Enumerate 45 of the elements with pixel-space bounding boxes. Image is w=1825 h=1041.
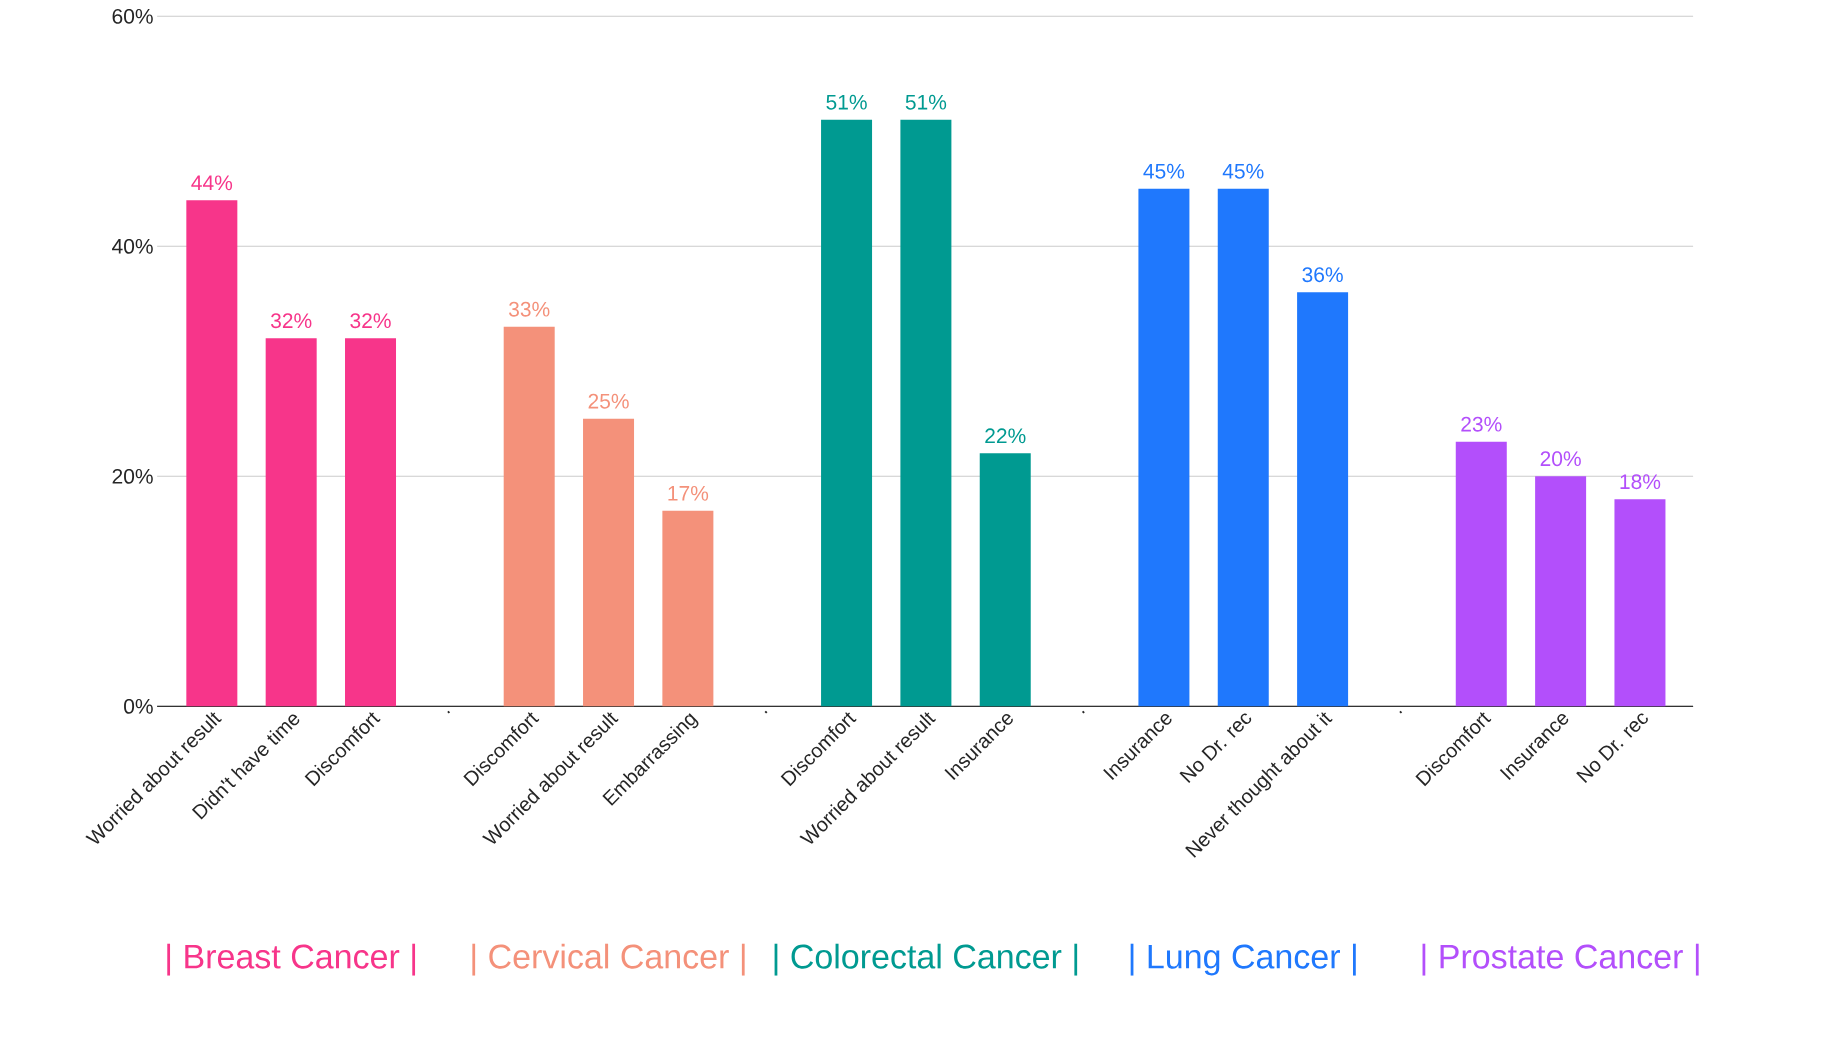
bar — [345, 338, 397, 707]
data-label: 18% — [1620, 474, 1661, 490]
data-label: 23% — [1461, 416, 1502, 432]
x-tick-label: . — [1399, 710, 1403, 714]
data-label: 25% — [588, 393, 629, 409]
data-label: 36% — [1302, 267, 1343, 283]
bar — [1535, 476, 1587, 707]
data-label: 33% — [508, 301, 550, 317]
data-label: 32% — [350, 313, 391, 329]
bar — [1217, 188, 1269, 707]
data-label: 45% — [1143, 163, 1185, 179]
bar — [265, 338, 317, 707]
y-tick-label: 40% — [112, 238, 153, 254]
y-tick-label: 20% — [112, 468, 153, 484]
y-tick-label: 0% — [124, 698, 153, 714]
bar — [821, 119, 873, 707]
bar — [1614, 499, 1666, 707]
x-tick-label: No Dr. rec — [1179, 713, 1252, 783]
x-tick-label: . — [764, 710, 768, 714]
x-tick-label: No Dr. rec — [1576, 713, 1648, 783]
data-label: 22% — [985, 428, 1026, 444]
bar — [186, 200, 238, 707]
data-label: 17% — [668, 485, 709, 501]
data-label: 45% — [1222, 163, 1264, 179]
bar — [1297, 292, 1349, 707]
text: | Cervical Cancer | — [472, 943, 745, 976]
x-tick-label: . — [447, 710, 451, 714]
bar — [583, 418, 635, 707]
y-tick-label: 60% — [112, 8, 153, 24]
text: | Colorectal Cancer | — [774, 943, 1078, 976]
data-label: 51% — [905, 94, 947, 110]
text: | Lung Cancer | — [1130, 943, 1356, 976]
bar — [662, 510, 714, 707]
bar — [900, 119, 952, 707]
text: | Prostate Cancer | — [1422, 943, 1699, 976]
x-tick-label: . — [1081, 710, 1085, 714]
bar — [1455, 441, 1507, 707]
bar — [503, 326, 555, 707]
data-label: 51% — [826, 94, 867, 110]
text: | Breast Cancer | — [167, 943, 416, 976]
bar — [979, 453, 1031, 707]
bar — [1138, 188, 1190, 707]
data-label: 44% — [191, 175, 233, 191]
data-label: 32% — [270, 313, 312, 329]
data-label: 20% — [1540, 451, 1581, 467]
